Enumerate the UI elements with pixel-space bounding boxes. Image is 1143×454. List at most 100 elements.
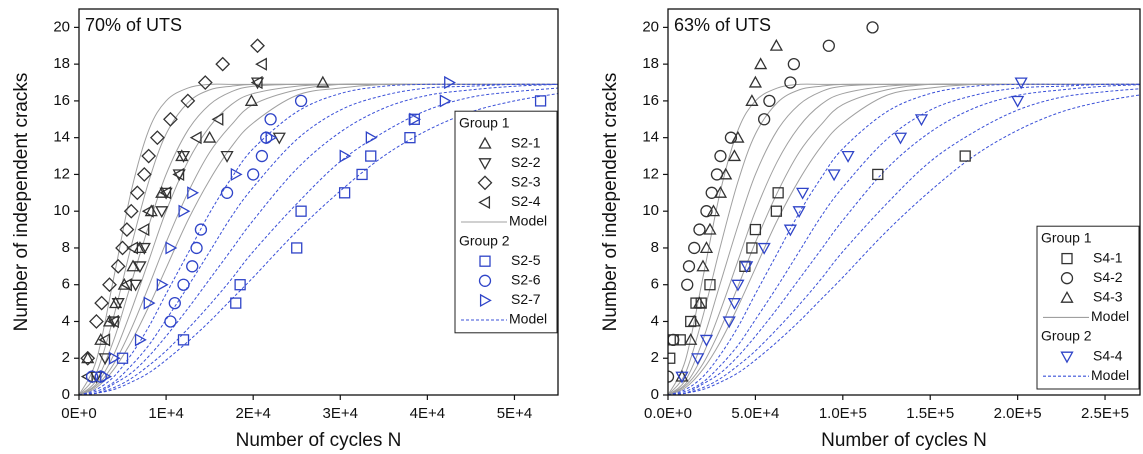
marker — [745, 94, 759, 106]
marker — [180, 93, 196, 109]
x-tick-label: 5.0E+4 — [731, 405, 779, 422]
marker — [295, 205, 307, 217]
marker — [149, 130, 165, 146]
marker — [444, 75, 456, 90]
marker — [80, 350, 96, 366]
marker — [129, 185, 145, 201]
panel: 0 2 4 6 8 10 12 14 16 18 20 0E+0 1E+4 2E+4 3E+4 4E+4 5E+… — [11, 8, 559, 451]
marker — [177, 334, 190, 346]
model-curve — [668, 94, 1140, 395]
marker — [175, 149, 189, 162]
marker — [439, 94, 452, 108]
legend-group-title: Group 2 — [1041, 328, 1092, 344]
marker — [727, 149, 742, 162]
y-axis-label: Number of independent cracks — [11, 73, 32, 332]
marker — [102, 314, 117, 327]
model-curve — [79, 87, 558, 395]
x-tick-label: 4E+4 — [410, 405, 445, 422]
legend-group-title: Group 2 — [459, 232, 510, 248]
marker — [713, 185, 728, 198]
legend-label: S2-6 — [511, 272, 541, 288]
marker — [108, 296, 123, 309]
marker — [914, 114, 929, 127]
marker — [688, 241, 701, 255]
legend-label: S2-1 — [511, 134, 541, 150]
marker — [100, 370, 112, 384]
plot-frame — [78, 8, 559, 396]
marker — [81, 351, 95, 364]
marker — [722, 316, 736, 329]
model-curve — [668, 83, 1140, 395]
legend-label: S4-3 — [1093, 289, 1123, 305]
legend-label: Model — [1091, 367, 1129, 383]
marker — [479, 255, 491, 267]
marker — [108, 351, 121, 365]
marker — [250, 75, 263, 90]
marker — [338, 187, 351, 199]
legend-label: S2-4 — [511, 193, 541, 209]
y-tick-label: 0 — [651, 386, 659, 403]
legend-label: S2-3 — [511, 174, 541, 190]
marker — [230, 297, 242, 309]
marker — [176, 150, 191, 163]
marker — [163, 111, 178, 127]
marker — [133, 261, 147, 274]
marker — [706, 204, 721, 217]
legend-box — [1036, 225, 1140, 390]
marker — [409, 112, 422, 126]
legend-label: Model — [509, 311, 547, 327]
marker — [365, 131, 378, 145]
y-tick-label: 12 — [642, 165, 659, 182]
legend-label: S2-2 — [511, 154, 541, 170]
marker — [107, 316, 121, 329]
marker — [787, 57, 801, 71]
y-tick-label: 6 — [651, 276, 659, 293]
marker — [822, 39, 835, 52]
x-tick-label: 2E+4 — [235, 405, 270, 422]
marker — [478, 158, 492, 171]
y-tick-label: 14 — [642, 129, 659, 146]
marker — [164, 315, 177, 328]
marker — [714, 149, 727, 163]
marker — [115, 240, 130, 256]
marker — [137, 222, 150, 237]
legend-label: S2-5 — [511, 252, 541, 268]
marker — [123, 203, 139, 219]
marker — [675, 371, 689, 384]
marker — [247, 168, 260, 181]
marker — [740, 261, 754, 274]
marker — [141, 148, 157, 164]
marker — [477, 175, 493, 191]
marker — [1014, 77, 1028, 90]
marker — [770, 205, 783, 217]
marker — [703, 222, 717, 235]
legend-label: S4-1 — [1093, 249, 1123, 265]
model-curve — [668, 84, 1140, 395]
x-tick-label: 0E+0 — [61, 405, 96, 422]
y-tick-label: 2 — [651, 349, 659, 366]
marker — [255, 57, 267, 71]
y-tick-label: 8 — [62, 239, 70, 256]
y-tick-label: 2 — [62, 349, 70, 366]
marker — [1061, 252, 1073, 265]
marker — [699, 241, 714, 254]
model-curve — [79, 83, 558, 395]
legend-label: S4-2 — [1093, 269, 1123, 285]
legend-group-title: Group 1 — [1041, 230, 1092, 246]
x-tick-label: 3E+4 — [323, 405, 358, 422]
marker — [699, 334, 714, 347]
x-tick-label: 5E+4 — [497, 405, 532, 422]
legend: Group 1S4-1 S4-2 S4-3 Model Group 2S4-4 Model — [1036, 225, 1140, 390]
marker — [687, 314, 701, 327]
marker — [189, 131, 202, 145]
marker — [215, 56, 231, 72]
y-tick-label: 4 — [62, 312, 70, 329]
panel: 0 2 4 6 8 10 12 14 16 18 20 0.0E+0 5.0E+4 1.0E+5 1.5E+… — [600, 8, 1141, 451]
marker — [272, 132, 286, 145]
marker — [178, 204, 191, 218]
marker — [731, 130, 745, 143]
y-tick-label: 16 — [53, 92, 70, 109]
legend-label: S2-7 — [511, 291, 541, 307]
marker — [796, 187, 810, 200]
x-axis-label: Number of cycles N — [821, 430, 987, 451]
